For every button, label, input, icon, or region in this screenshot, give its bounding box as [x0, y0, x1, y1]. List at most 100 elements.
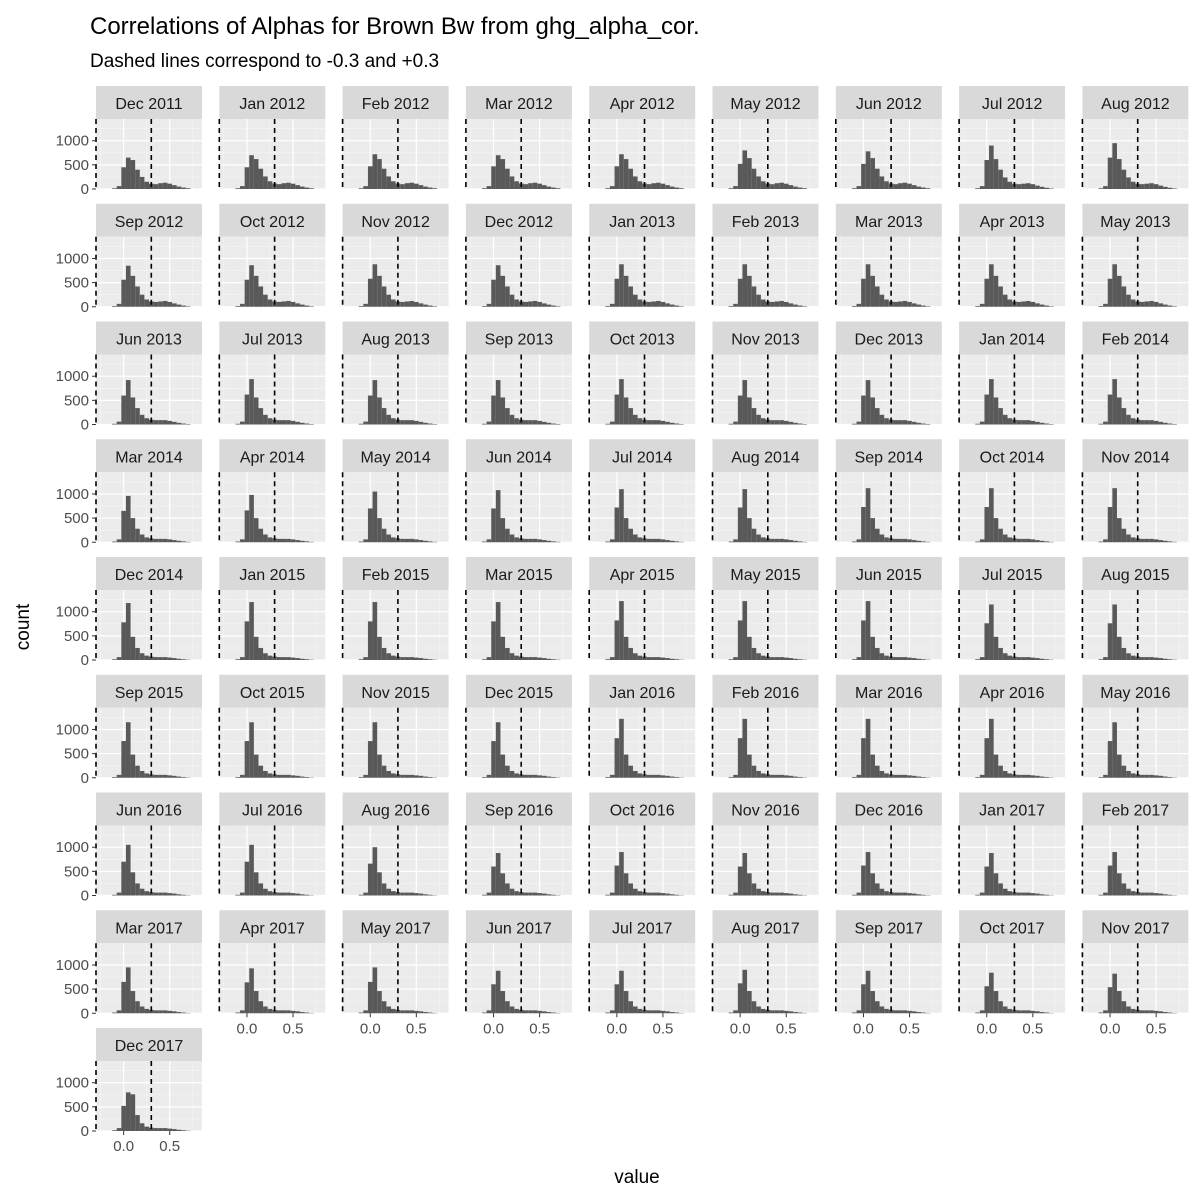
histogram-bar: [679, 188, 684, 189]
histogram-bar: [742, 380, 748, 425]
histogram-bar: [861, 984, 866, 1014]
histogram-bar: [660, 420, 666, 425]
histogram-bar: [911, 658, 917, 660]
histogram-bar: [523, 1010, 529, 1014]
histogram-bar: [1158, 658, 1164, 660]
histogram-bar: [158, 892, 163, 896]
facet-panel: Jun 2016 0 500 1000: [56, 792, 202, 905]
histogram-bar: [1098, 894, 1104, 896]
histogram-bar: [1025, 538, 1031, 543]
histogram-bar: [1130, 655, 1136, 660]
panel-background: [712, 236, 819, 307]
histogram-bar: [979, 421, 985, 425]
histogram-bar: [637, 655, 643, 660]
histogram-bar: [125, 157, 131, 189]
histogram-bar: [1126, 294, 1131, 307]
facet-strip-label: Dec 2013: [855, 332, 924, 349]
facet-strip-label: Jan 2012: [239, 96, 305, 113]
panel-background: [465, 236, 572, 307]
histogram-bar: [153, 184, 159, 189]
histogram-bar: [756, 653, 761, 660]
histogram-bar: [1030, 1010, 1036, 1014]
histogram-bar: [774, 774, 780, 778]
y-axis-title: count: [13, 603, 34, 650]
histogram-bar: [486, 186, 492, 189]
histogram-bar: [851, 894, 857, 896]
facet-strip: [959, 439, 1066, 473]
x-tick-label: 0.0: [853, 1020, 874, 1037]
y-tick-label: 1000: [56, 133, 89, 150]
histogram-bar: [1116, 275, 1122, 307]
histogram-bar: [358, 659, 364, 660]
histogram-bar: [381, 408, 387, 425]
histogram-bar: [989, 264, 994, 307]
histogram-bar: [747, 518, 752, 543]
histogram-bar: [874, 286, 880, 307]
facet-strip: [1082, 557, 1189, 590]
histogram-bar: [865, 970, 871, 1014]
panel-background: [589, 943, 696, 1014]
histogram-bar: [1153, 420, 1159, 425]
histogram-bar: [1007, 773, 1013, 778]
histogram-bar: [733, 186, 738, 189]
histogram-bar: [742, 853, 748, 896]
histogram-bar: [1039, 658, 1045, 660]
panel-background: [835, 236, 942, 307]
histogram-bar: [1116, 991, 1122, 1014]
histogram-bar: [1044, 187, 1049, 189]
histogram-bar: [1135, 774, 1141, 778]
histogram-bar: [240, 657, 245, 660]
histogram-bar: [656, 774, 661, 778]
histogram-bar: [541, 303, 547, 307]
histogram-bar: [893, 774, 899, 778]
histogram-bar: [1121, 883, 1127, 896]
histogram-bar: [628, 408, 633, 425]
histogram-bar: [1167, 659, 1173, 660]
histogram-bar: [130, 872, 136, 896]
histogram-bar: [130, 518, 136, 543]
histogram-bar: [884, 418, 889, 425]
histogram-bar: [788, 421, 794, 425]
facet-panel: Jul 2014: [588, 439, 696, 543]
histogram-bar: [139, 176, 145, 189]
facet-panel: Apr 2014: [218, 439, 326, 543]
histogram-bar: [509, 176, 515, 189]
histogram-bar: [614, 865, 620, 896]
histogram-bar: [623, 754, 629, 778]
histogram-bar: [733, 892, 738, 896]
histogram-bar: [619, 264, 624, 307]
histogram-bar: [125, 722, 131, 778]
chart-title: Correlations of Alphas for Brown Bw from…: [90, 13, 700, 40]
histogram-bar: [1135, 892, 1141, 896]
histogram-bar: [651, 420, 657, 425]
histogram-bar: [1167, 777, 1173, 778]
facet-strip: [342, 86, 449, 119]
facet-strip: [96, 674, 202, 708]
histogram-bar: [290, 1010, 296, 1014]
histogram-bar: [874, 408, 880, 425]
histogram-bar: [377, 275, 382, 307]
histogram-bar: [121, 279, 126, 307]
y-tick-label: 1000: [56, 250, 89, 267]
histogram-bar: [1107, 865, 1113, 896]
histogram-bar: [546, 1012, 552, 1014]
histogram-bar: [482, 659, 487, 660]
histogram-bar: [263, 1006, 268, 1014]
histogram-bar: [865, 718, 871, 778]
histogram-bar: [861, 865, 866, 896]
histogram-bar: [898, 1010, 903, 1014]
histogram-bar: [523, 538, 529, 543]
histogram-bar: [902, 182, 908, 189]
histogram-bar: [181, 541, 186, 543]
histogram-bar: [176, 658, 182, 660]
histogram-bar: [139, 653, 145, 660]
histogram-bar: [619, 489, 624, 543]
histogram-bar: [167, 1010, 173, 1014]
histogram-bar: [167, 893, 173, 896]
histogram-bar: [1130, 891, 1136, 896]
histogram-bar: [130, 1094, 136, 1131]
histogram-bar: [1144, 657, 1150, 660]
x-tick-label: 0.5: [899, 1020, 920, 1037]
histogram-bar: [367, 166, 373, 189]
facet-strip: [1082, 203, 1189, 237]
